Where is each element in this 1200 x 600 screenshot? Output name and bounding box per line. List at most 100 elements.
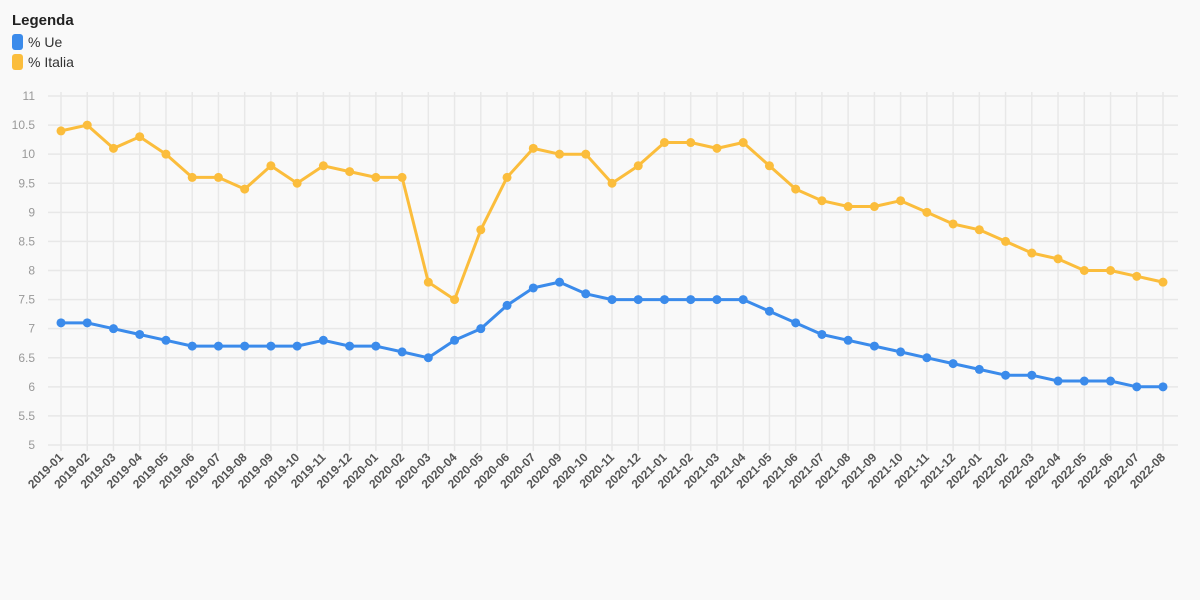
y-tick-label: 6 [28, 380, 35, 394]
legend-swatch-italia [12, 54, 23, 70]
data-point-ue [318, 335, 328, 345]
legend-swatch-ue [12, 34, 23, 50]
data-point-ue [633, 295, 643, 305]
data-point-ue [1027, 370, 1037, 380]
data-point-italia [240, 184, 250, 194]
data-point-ue [1001, 370, 1011, 380]
data-point-italia [869, 202, 879, 212]
data-point-italia [1053, 254, 1063, 264]
grid [48, 92, 1178, 451]
legend-label-italia: % Italia [28, 54, 74, 70]
data-point-italia [1027, 248, 1037, 258]
y-tick-label: 5.5 [18, 409, 35, 423]
data-point-italia [266, 161, 276, 171]
data-point-italia [633, 161, 643, 171]
data-point-ue [502, 300, 512, 310]
data-point-ue [82, 318, 92, 328]
data-point-ue [581, 289, 591, 299]
data-point-ue [423, 353, 433, 363]
data-point-ue [791, 318, 801, 328]
y-tick-label: 5 [28, 438, 35, 452]
y-axis: 5 5.5 6 6.5 7 7.5 8 8.5 9 9.5 10 10.5 11 [12, 89, 36, 452]
data-point-ue [135, 329, 145, 339]
data-point-ue [686, 295, 696, 305]
data-point-ue [869, 341, 879, 351]
data-point-ue [450, 335, 460, 345]
y-tick-label: 7.5 [18, 293, 35, 307]
data-point-ue [108, 324, 118, 334]
data-point-ue [843, 335, 853, 345]
data-point-italia [896, 196, 906, 206]
data-point-italia [843, 202, 853, 212]
data-point-ue [738, 295, 748, 305]
data-point-ue [1158, 382, 1168, 392]
data-point-italia [791, 184, 801, 194]
data-point-ue [397, 347, 407, 357]
data-point-ue [817, 329, 827, 339]
data-point-italia [292, 178, 302, 188]
data-point-ue [266, 341, 276, 351]
data-point-ue [1053, 376, 1063, 386]
data-point-italia [1106, 266, 1116, 275]
data-point-italia [161, 149, 171, 159]
y-tick-label: 6.5 [18, 351, 35, 365]
data-point-italia [1079, 266, 1089, 275]
data-point-italia [450, 295, 460, 305]
data-point-italia [476, 225, 486, 235]
data-point-italia [528, 143, 538, 153]
data-point-italia [371, 172, 381, 182]
data-point-italia [1001, 236, 1011, 246]
legend-title: Legenda [12, 12, 74, 29]
data-point-italia [108, 143, 118, 153]
data-point-italia [607, 178, 617, 188]
data-point-ue [896, 347, 906, 357]
data-point-ue [1106, 376, 1116, 386]
legend-label-ue: % Ue [28, 34, 63, 50]
y-tick-label: 10 [22, 147, 36, 161]
data-point-ue [922, 353, 932, 363]
data-point-ue [240, 341, 250, 351]
data-point-ue [555, 277, 565, 287]
data-point-italia [502, 172, 512, 182]
data-point-italia [318, 161, 328, 171]
legend: Legenda % Ue % Italia [12, 12, 74, 72]
y-tick-label: 8 [28, 264, 35, 278]
data-point-italia [659, 138, 669, 148]
data-point-italia [555, 149, 565, 159]
data-point-ue [764, 306, 774, 316]
data-point-ue [948, 359, 958, 369]
legend-item-italia[interactable]: % Italia [12, 52, 74, 72]
data-point-italia [187, 172, 197, 182]
data-point-italia [397, 172, 407, 182]
data-point-ue [607, 295, 617, 305]
data-point-italia [738, 138, 748, 148]
y-tick-label: 9.5 [18, 176, 35, 190]
legend-item-ue[interactable]: % Ue [12, 32, 74, 52]
data-point-italia [817, 196, 827, 206]
data-point-italia [1158, 277, 1168, 287]
data-point-ue [187, 341, 197, 351]
data-point-ue [371, 341, 381, 351]
y-tick-label: 10.5 [12, 118, 36, 132]
data-point-ue [974, 364, 984, 374]
data-point-italia [712, 143, 722, 153]
y-tick-label: 11 [23, 89, 36, 103]
data-point-italia [213, 172, 223, 182]
data-point-ue [56, 318, 66, 328]
y-tick-label: 8.5 [18, 234, 35, 248]
x-axis: 2019-012019-022019-032019-042019-052019-… [25, 450, 1168, 491]
data-point-ue [1079, 376, 1089, 386]
data-point-italia [345, 167, 355, 177]
data-point-ue [345, 341, 355, 351]
y-tick-label: 9 [28, 205, 35, 219]
data-point-ue [659, 295, 669, 305]
data-point-ue [712, 295, 722, 305]
series-layer [56, 120, 1168, 392]
data-point-ue [528, 283, 538, 293]
y-tick-label: 7 [28, 322, 35, 336]
data-point-italia [135, 132, 145, 142]
data-point-ue [476, 324, 486, 334]
data-point-ue [161, 335, 171, 345]
